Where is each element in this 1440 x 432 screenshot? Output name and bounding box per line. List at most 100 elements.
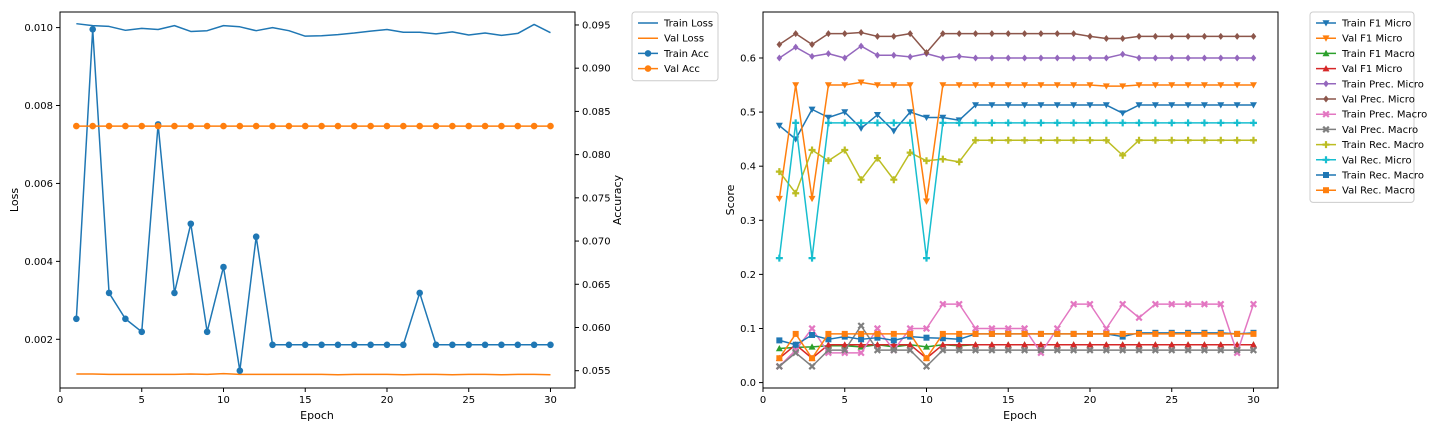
data-point: [1102, 341, 1110, 348]
legend-item-val-loss: Val Loss: [638, 34, 704, 45]
series-line-train-loss: [76, 22, 551, 37]
data-point: [1152, 32, 1159, 40]
data-point: [906, 149, 914, 157]
data-point: [1249, 341, 1257, 348]
y-tick-label: 0.006: [24, 179, 53, 190]
series-line-val-f1-micro: [778, 343, 1254, 359]
data-point: [514, 341, 522, 349]
data-point: [1054, 54, 1061, 62]
data-point: [939, 330, 946, 337]
data-point: [955, 341, 963, 348]
data-point: [890, 330, 897, 337]
legend-label: Train Rec. Macro: [1341, 171, 1424, 182]
data-point: [1151, 341, 1159, 348]
data-point: [1004, 82, 1012, 89]
data-point: [1086, 102, 1094, 109]
data-point: [906, 119, 914, 127]
data-point: [841, 346, 849, 354]
data-point: [907, 53, 913, 61]
data-point: [792, 341, 799, 348]
data-point: [1021, 324, 1029, 333]
data-point: [1070, 30, 1077, 38]
legend-marker: [1322, 65, 1330, 72]
y-tick-label: 0.1: [740, 324, 756, 335]
data-point: [808, 324, 816, 333]
data-point: [988, 136, 996, 144]
y2-tick-label: 0.085: [582, 107, 611, 118]
legend-label: Train Loss: [663, 19, 713, 30]
data-point: [841, 30, 848, 38]
data-point: [1217, 330, 1224, 337]
data-point: [906, 324, 914, 333]
data-point: [1217, 32, 1224, 40]
data-point: [1217, 102, 1225, 109]
data-point: [1168, 102, 1176, 109]
data-point: [400, 122, 407, 130]
data-point: [1185, 330, 1192, 337]
data-point: [1005, 54, 1012, 62]
x-tick-label: 5: [842, 395, 848, 406]
data-point: [972, 30, 979, 38]
data-point: [1037, 82, 1045, 89]
legend-label: Val F1 Micro: [1342, 64, 1402, 75]
data-point: [776, 337, 783, 344]
data-point: [1233, 102, 1241, 109]
series-line-train-prec-macro: [778, 303, 1255, 367]
series-line-val-loss: [76, 372, 551, 376]
data-point: [1102, 346, 1110, 354]
x-tick-label: 15: [1002, 395, 1015, 406]
data-point: [857, 176, 865, 184]
legend-marker: [1322, 35, 1330, 42]
data-point: [1136, 330, 1143, 337]
data-point: [1087, 54, 1093, 62]
data-point: [808, 146, 816, 154]
score-legend: Train F1 Micro Val F1 Micro Train F1 Macro…: [1309, 11, 1427, 203]
data-point: [1005, 330, 1012, 337]
data-point: [1070, 330, 1077, 337]
series-line-val-rec-micro: [778, 122, 1254, 259]
y-tick-label: 0.6: [740, 53, 756, 64]
data-point: [956, 52, 962, 60]
data-point: [809, 40, 815, 48]
legend-item-train-rec-macro: Train Rec. Macro: [1316, 171, 1424, 182]
data-point: [1234, 32, 1240, 40]
data-point: [547, 122, 554, 130]
y-tick-label: 0.2: [740, 270, 756, 281]
legend-item-train-acc: Train Acc: [638, 49, 709, 60]
series-val-f1-micro: [775, 341, 1257, 362]
data-point: [252, 233, 260, 241]
data-point: [1087, 32, 1093, 40]
data-point: [1250, 54, 1257, 62]
data-point: [775, 254, 783, 262]
data-point: [1168, 82, 1176, 89]
legend-label: Train Prec. Macro: [1341, 110, 1427, 121]
data-point: [956, 336, 963, 343]
data-point: [988, 346, 996, 354]
data-point: [236, 122, 244, 130]
data-point: [1184, 346, 1192, 354]
data-point: [220, 122, 227, 130]
legend-label: Train Acc: [663, 49, 709, 60]
data-point: [1119, 50, 1126, 58]
x-tick-label: 25: [1165, 395, 1178, 406]
data-point: [269, 341, 276, 349]
data-point: [873, 82, 881, 89]
data-point: [873, 111, 881, 119]
legend-marker: [1322, 156, 1330, 164]
data-point: [809, 355, 816, 362]
data-point: [1233, 119, 1241, 127]
data-point: [1217, 300, 1225, 308]
data-point: [1119, 35, 1126, 43]
data-point: [1086, 119, 1094, 127]
data-point: [1151, 136, 1159, 144]
data-point: [1021, 330, 1028, 337]
data-point: [808, 362, 816, 370]
data-point: [890, 337, 897, 344]
data-point: [824, 82, 832, 89]
loss-x-ticks: 0 5 10 15 20 25 30: [57, 388, 557, 406]
data-point: [857, 79, 865, 86]
loss-accuracy-legend: Train Loss Val Loss Train Acc Val Acc: [631, 11, 719, 82]
data-point: [988, 330, 995, 337]
data-point: [1168, 54, 1175, 62]
data-point: [1086, 82, 1094, 89]
